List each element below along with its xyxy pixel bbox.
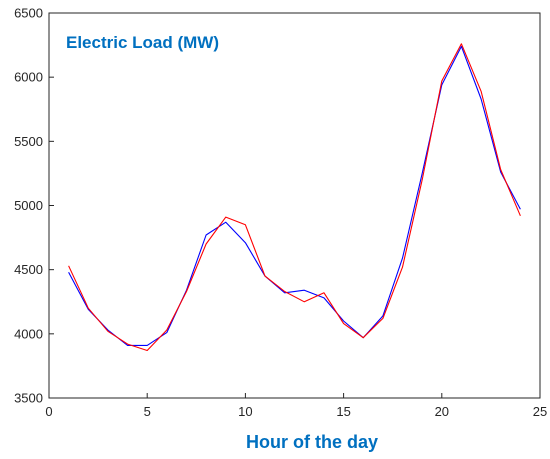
chart-title: Electric Load (MW)	[66, 33, 219, 52]
y-tick-label: 5500	[14, 134, 43, 149]
x-tick-label: 15	[336, 404, 350, 419]
plot-area	[49, 13, 540, 398]
series-layer	[68, 43, 521, 352]
x-tick-label: 25	[533, 404, 547, 419]
y-tick-label: 6000	[14, 70, 43, 85]
y-tick-label: 6500	[14, 6, 43, 21]
tick-layer: 0 5 10 15 20 25 3500 4000 4500 5000 5500 6000 6500	[14, 6, 547, 420]
series-line-2	[68, 43, 521, 352]
x-tick-label: 5	[144, 404, 151, 419]
x-tick-label: 0	[45, 404, 52, 419]
y-tick-label: 4000	[14, 326, 43, 341]
y-tick-label: 3500	[14, 391, 43, 406]
series-line-1	[68, 45, 521, 346]
y-tick-label: 4500	[14, 262, 43, 277]
x-tick-label: 20	[435, 404, 449, 419]
y-tick-label: 5000	[14, 198, 43, 213]
x-axis-label: Hour of the day	[246, 432, 378, 452]
x-tick-label: 10	[238, 404, 252, 419]
